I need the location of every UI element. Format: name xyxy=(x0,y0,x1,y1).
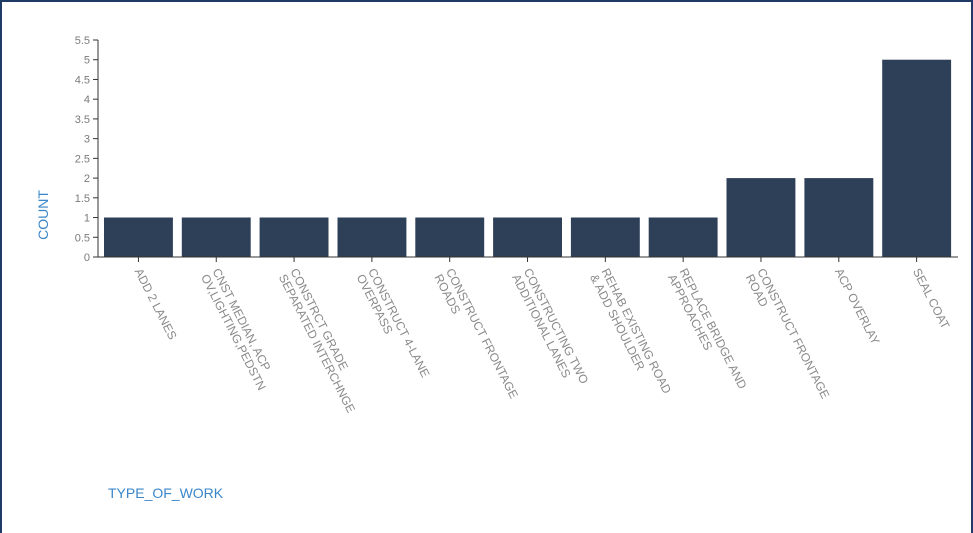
bars xyxy=(104,59,952,258)
x-axis-title: TYPE_OF_WORK xyxy=(108,485,224,501)
y-tick-label: 2 xyxy=(84,173,90,185)
y-tick-label: 1 xyxy=(84,213,90,225)
x-tick-label-group: REHAB EXISTING ROAD& ADD SHOULDER xyxy=(587,266,675,396)
y-tick-label: 5 xyxy=(84,55,90,67)
y-tick-label: 0 xyxy=(84,252,90,264)
y-tick-label: 0.5 xyxy=(75,232,90,244)
bar xyxy=(882,59,952,258)
x-tick-label-group: ACP OVERLAY xyxy=(832,266,882,347)
bar xyxy=(104,217,173,257)
y-tick-label: 4 xyxy=(84,94,90,106)
bar xyxy=(648,217,718,257)
x-axis: ADD 2 LANES CNST MEDIAN, ACPOV,LIGHTING,P… xyxy=(98,256,958,415)
y-tick-label: 5.5 xyxy=(75,35,90,47)
y-tick-label: 2.5 xyxy=(75,153,90,165)
x-tick-label-group: SEAL COAT xyxy=(910,266,953,332)
y-tick-label: 4.5 xyxy=(75,74,90,86)
bar xyxy=(337,217,407,257)
x-tick-label: ACP OVERLAY xyxy=(832,266,882,347)
bar xyxy=(181,217,251,257)
x-tick-label: CONSTRUCT FRONTAGE xyxy=(754,266,832,401)
x-tick-label-group: ADD 2 LANES xyxy=(132,266,180,342)
x-tick-label: CONSTRUCT 4-LANE xyxy=(365,266,432,380)
x-tick-label: SEPARATED INTERCHNGE xyxy=(276,272,358,415)
y-tick-label: 1.5 xyxy=(75,193,90,205)
x-tick-label: REPLACE BRIDGE AND xyxy=(677,266,750,391)
bar xyxy=(804,178,874,257)
bar xyxy=(415,217,485,257)
bar xyxy=(493,217,562,257)
y-tick-label: 3.5 xyxy=(75,114,90,126)
bar xyxy=(259,217,329,257)
x-tick-label: SEAL COAT xyxy=(910,266,953,332)
y-tick-label: 3 xyxy=(84,134,90,146)
y-axis-title: COUNT xyxy=(35,190,51,240)
x-tick-label: CONSTRUCT FRONTAGE xyxy=(443,266,521,401)
bar xyxy=(570,217,640,257)
x-tick-label: ADD 2 LANES xyxy=(132,266,180,342)
bar xyxy=(726,178,796,257)
y-axis: 0 0.5 1 1.5 2 2.5 3 3.5 4 4.5 5 5.5 xyxy=(75,35,99,264)
x-tick-label: REHAB EXISTING ROAD xyxy=(599,266,675,396)
